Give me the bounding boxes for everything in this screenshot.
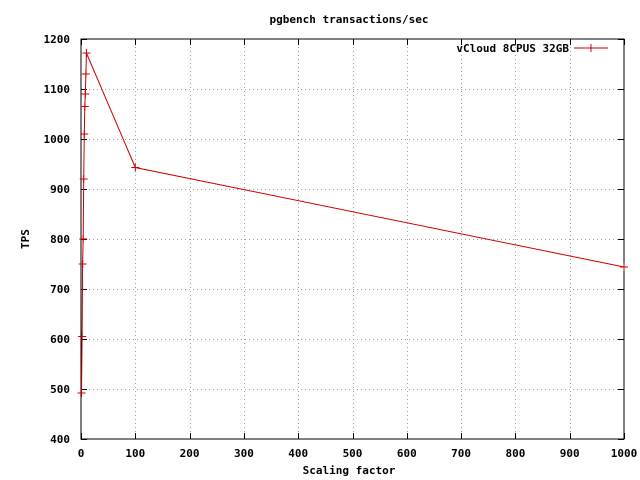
y-tick-label: 800 (50, 233, 70, 246)
x-tick-label: 100 (125, 447, 145, 460)
x-axis: 0 100 200 300 400 500 600 700 800 900 1000 (78, 39, 638, 460)
y-tick-label: 1200 (44, 33, 71, 46)
x-tick-label: 0 (78, 447, 85, 460)
x-tick-label: 300 (234, 447, 254, 460)
legend: vCloud 8CPUS 32GB (456, 42, 608, 55)
x-tick-label: 900 (560, 447, 580, 460)
data-point-marker (81, 90, 90, 98)
series-line (81, 52, 625, 394)
y-tick-label: 1100 (44, 83, 71, 96)
y-tick-label: 600 (50, 333, 70, 346)
x-tick-label: 600 (397, 447, 417, 460)
y-tick-label: 400 (50, 433, 70, 446)
x-axis-title: Scaling factor (303, 464, 396, 477)
data-point-marker (620, 263, 628, 271)
grid (81, 39, 624, 439)
x-tick-label: 1000 (611, 447, 638, 460)
data-point-marker (77, 389, 86, 397)
data-point-marker (78, 332, 87, 341)
data-point-marker (78, 260, 87, 268)
x-tick-label: 400 (288, 447, 308, 460)
data-point-marker (79, 175, 88, 183)
y-tick-label: 1000 (44, 133, 71, 146)
x-tick-label: 200 (180, 447, 200, 460)
data-point-marker (80, 130, 89, 138)
y-tick-label: 700 (50, 283, 70, 296)
series-layer (77, 49, 628, 397)
y-axis-title: TPS (19, 229, 32, 249)
legend-entry-label: vCloud 8CPUS 32GB (456, 42, 569, 55)
x-tick-label: 800 (505, 447, 525, 460)
data-point-marker (81, 70, 90, 78)
data-point-marker (80, 102, 89, 111)
data-point-marker (82, 49, 91, 57)
x-tick-label: 500 (343, 447, 363, 460)
legend-marker (587, 44, 595, 52)
x-tick-label: 700 (451, 447, 471, 460)
y-tick-label: 500 (50, 383, 70, 396)
data-point-marker (79, 235, 88, 243)
data-point-marker (131, 163, 140, 172)
chart-title: pgbench transactions/sec (270, 13, 429, 26)
y-tick-label: 900 (50, 183, 70, 196)
